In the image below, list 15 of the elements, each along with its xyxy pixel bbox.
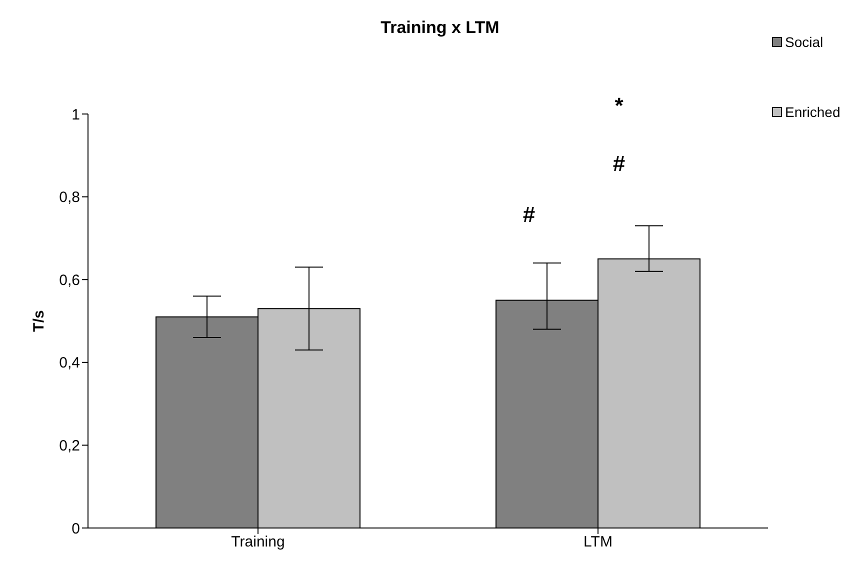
annotation: # <box>612 151 626 176</box>
annotation: * <box>614 93 624 118</box>
x-tick-label: Training <box>231 534 285 551</box>
annotation: # <box>522 202 536 227</box>
y-tick-label: 0,8 <box>59 189 80 206</box>
chart-title: Training x LTM <box>380 17 500 38</box>
y-tick-label: 0 <box>72 520 80 538</box>
y-tick-label: 0,2 <box>59 438 80 455</box>
y-tick-label: 0,6 <box>59 272 80 289</box>
legend-label: Social <box>785 34 824 50</box>
y-tick-label: 0,4 <box>59 354 80 372</box>
y-axis-title: T/s <box>30 310 48 332</box>
x-tick-label: LTM <box>584 534 612 551</box>
legend-label: Enriched <box>785 104 840 120</box>
y-tick-label: 1 <box>72 106 80 124</box>
